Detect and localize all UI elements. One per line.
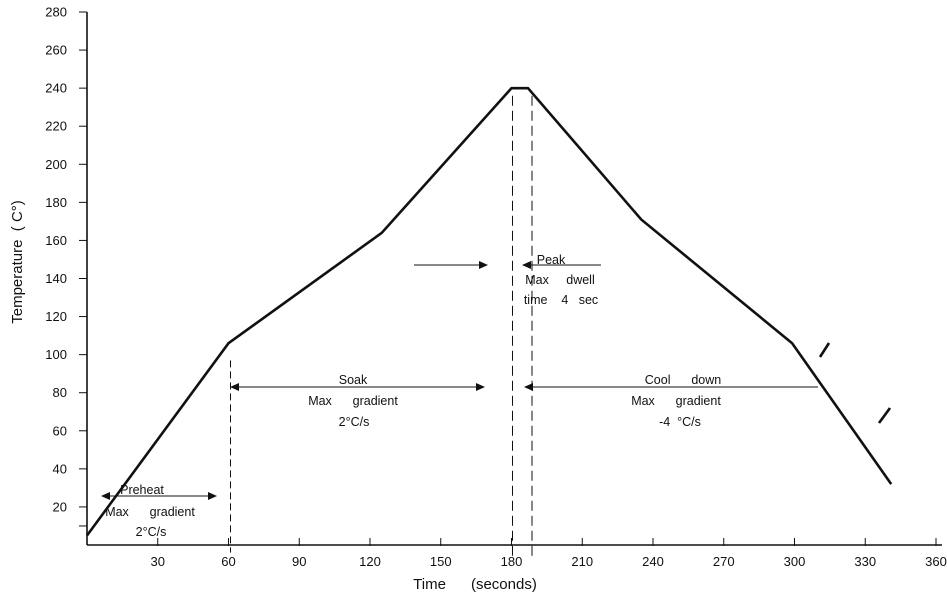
cooldown-line1: Max gradient [631, 394, 721, 408]
y-tick-label: 260 [45, 43, 67, 58]
y-tick-label: 280 [45, 5, 67, 20]
soak-arrow-left [230, 383, 239, 391]
x-tick-label: 240 [642, 554, 664, 569]
preheat-line1: Max gradient [105, 505, 195, 519]
x-tick-label: 90 [292, 554, 306, 569]
x-tick-label: 300 [784, 554, 806, 569]
profile-line [85, 86, 893, 537]
axes [86, 12, 942, 546]
y-tick-label: 140 [45, 271, 67, 286]
break-mark-lower [877, 407, 892, 424]
y-tick-label: 80 [53, 385, 67, 400]
y-tick-label: 120 [45, 309, 67, 324]
cooldown-line2: -4 °C/s [659, 415, 701, 429]
peak-title: Peak [537, 253, 566, 267]
preheat-arrow-left [101, 492, 110, 500]
peak-arrow-right-head [522, 261, 531, 269]
y-tick-label: 200 [45, 157, 67, 172]
x-tick-label: 150 [430, 554, 452, 569]
y-tick-label: 160 [45, 233, 67, 248]
preheat-arrow-right [208, 492, 217, 500]
x-axis-title: Time (seconds) [413, 576, 537, 593]
series [85, 86, 893, 537]
y-tick-label: 240 [45, 81, 67, 96]
cooldown-arrow-head [524, 383, 533, 391]
y-axis-title: Temperature ( C°) [9, 200, 26, 324]
x-tick-label: 270 [713, 554, 735, 569]
ticks: 20 40 60 80 100 120 140 160 180 200 220 240 260 280 30… [45, 5, 947, 570]
axis-break-marks [818, 342, 892, 424]
preheat-line2: 2°C/s [136, 525, 167, 539]
cooldown-title: Cool down [645, 373, 721, 387]
peak-arrow-left-head [479, 261, 488, 269]
peak-line2: time 4 sec [524, 293, 598, 307]
break-mark-upper [818, 342, 831, 358]
phase-markers [230, 95, 533, 557]
preheat-title: Preheat [120, 483, 164, 497]
peak-line1: Max dwell [525, 273, 594, 287]
soak-line1: Max gradient [308, 394, 398, 408]
x-tick-label: 210 [571, 554, 593, 569]
y-tick-label: 220 [45, 119, 67, 134]
y-tick-label: 60 [53, 423, 67, 438]
x-tick-label: 330 [854, 554, 876, 569]
soak-arrow-right [476, 383, 485, 391]
y-tick-label: 180 [45, 195, 67, 210]
x-tick-label: 180 [501, 554, 523, 569]
x-tick-label: 360 [925, 554, 947, 569]
y-tick-label: 20 [53, 499, 67, 514]
soak-line2: 2°C/s [339, 415, 370, 429]
x-tick-label: 30 [151, 554, 165, 569]
y-tick-label: 100 [45, 347, 67, 362]
y-tick-label: 40 [53, 461, 67, 476]
x-tick-label: 120 [359, 554, 381, 569]
soak-title: Soak [339, 373, 368, 387]
x-tick-label: 60 [221, 554, 235, 569]
annotation-arrows [101, 261, 818, 500]
